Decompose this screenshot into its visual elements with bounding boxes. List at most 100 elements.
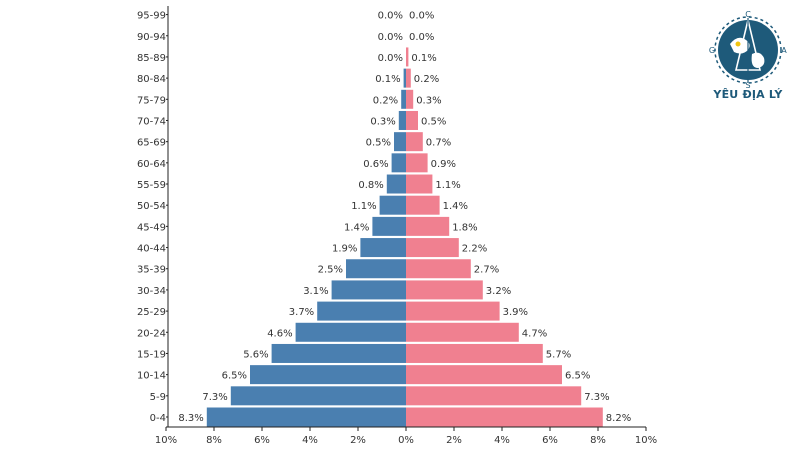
age-label-45-49: 45-49 (137, 222, 166, 233)
value-label-male-45-49: 1.4% (344, 222, 369, 233)
value-label-female-45-49: 1.8% (452, 222, 477, 233)
age-label-75-79: 75-79 (137, 95, 166, 106)
brand-name: YÊU ĐỊA LÝ (713, 88, 783, 101)
value-label-female-80-84: 0.2% (414, 74, 439, 85)
svg-text:C: C (745, 10, 751, 19)
value-label-female-0-4: 8.2% (606, 413, 631, 424)
age-label-65-69: 65-69 (137, 138, 166, 149)
value-label-female-70-74: 0.5% (421, 116, 446, 127)
value-label-male-30-34: 3.1% (303, 286, 328, 297)
x-tick-label: 6% (254, 435, 270, 446)
value-label-female-25-29: 3.9% (503, 307, 528, 318)
value-label-male-60-64: 0.6% (363, 159, 388, 170)
age-label-60-64: 60-64 (137, 159, 166, 170)
value-label-female-85-89: 0.1% (411, 53, 436, 64)
bar-male-70-74 (398, 110, 406, 130)
bar-male-50-54 (379, 195, 406, 215)
bar-male-45-49 (372, 216, 406, 236)
age-label-35-39: 35-39 (137, 265, 166, 276)
x-tick-label: 2% (446, 435, 462, 446)
x-tick-label: 8% (206, 435, 222, 446)
bar-female-45-49 (406, 216, 450, 236)
value-label-female-10-14: 6.5% (565, 371, 590, 382)
bar-female-40-44 (406, 238, 459, 258)
value-label-female-60-64: 0.9% (431, 159, 456, 170)
value-label-male-50-54: 1.1% (351, 201, 376, 212)
bar-female-25-29 (406, 301, 500, 321)
bar-female-85-89 (406, 47, 409, 67)
age-label-10-14: 10-14 (137, 371, 166, 382)
x-tick-label: 6% (542, 435, 558, 446)
bar-female-15-19 (406, 343, 543, 363)
x-tick-label: 10% (635, 435, 657, 446)
bar-female-5-9 (406, 386, 582, 406)
value-label-male-10-14: 6.5% (222, 371, 247, 382)
x-tick-label: 8% (590, 435, 606, 446)
brand-logo: C G A S YÊU ĐỊA LÝ (702, 8, 794, 120)
value-label-male-40-44: 1.9% (332, 244, 357, 255)
bar-female-0-4 (406, 407, 603, 427)
age-label-25-29: 25-29 (137, 307, 166, 318)
bar-female-65-69 (406, 132, 423, 152)
svg-text:G: G (709, 46, 715, 55)
bar-male-60-64 (391, 153, 406, 173)
value-label-male-75-79: 0.2% (373, 95, 398, 106)
globe-compass-icon: C G A S (709, 10, 787, 90)
age-label-15-19: 15-19 (137, 349, 166, 360)
value-label-female-95-99: 0.0% (409, 11, 434, 22)
age-label-70-74: 70-74 (137, 116, 166, 127)
bar-male-65-69 (394, 132, 406, 152)
labels-group: 0-4 8.3% 8.2% 5-9 7.3% 7.3% 10-14 6.5% 6.5% 15-19… (137, 11, 631, 424)
bar-male-80-84 (403, 68, 406, 88)
x-tick-label: 2% (350, 435, 366, 446)
bar-male-75-79 (401, 89, 406, 109)
value-label-female-35-39: 2.7% (474, 265, 499, 276)
bar-male-30-34 (331, 280, 406, 300)
age-label-95-99: 95-99 (137, 11, 166, 22)
age-label-50-54: 50-54 (137, 201, 166, 212)
x-tick-label: 4% (494, 435, 510, 446)
bars-group (206, 47, 603, 427)
age-label-80-84: 80-84 (137, 74, 166, 85)
bar-female-20-24 (406, 322, 519, 342)
value-label-male-5-9: 7.3% (202, 392, 227, 403)
value-label-female-15-19: 5.7% (546, 349, 571, 360)
x-axis: 10% 8% 6% 4% 2% 0% 2% 4% 6% 8% 10% (155, 6, 657, 446)
bar-male-5-9 (230, 386, 406, 406)
value-label-male-15-19: 5.6% (243, 349, 268, 360)
age-label-40-44: 40-44 (137, 244, 166, 255)
bar-male-20-24 (295, 322, 406, 342)
value-label-female-40-44: 2.2% (462, 244, 487, 255)
bar-male-35-39 (346, 259, 406, 279)
bar-male-15-19 (271, 343, 406, 363)
value-label-male-20-24: 4.6% (267, 328, 292, 339)
value-label-male-95-99: 0.0% (378, 11, 403, 22)
age-label-90-94: 90-94 (137, 32, 166, 43)
value-label-male-70-74: 0.3% (370, 116, 395, 127)
value-label-male-65-69: 0.5% (366, 138, 391, 149)
bar-female-30-34 (406, 280, 483, 300)
bar-female-80-84 (406, 68, 411, 88)
bar-female-60-64 (406, 153, 428, 173)
value-label-male-25-29: 3.7% (289, 307, 314, 318)
value-label-female-30-34: 3.2% (486, 286, 511, 297)
age-label-5-9: 5-9 (150, 392, 166, 403)
value-label-female-20-24: 4.7% (522, 328, 547, 339)
svg-text:S: S (745, 81, 750, 88)
bar-male-25-29 (317, 301, 406, 321)
value-label-female-65-69: 0.7% (426, 138, 451, 149)
value-label-male-85-89: 0.0% (378, 53, 403, 64)
value-label-male-35-39: 2.5% (318, 265, 343, 276)
bar-male-0-4 (206, 407, 406, 427)
age-label-85-89: 85-89 (137, 53, 166, 64)
value-label-female-55-59: 1.1% (435, 180, 460, 191)
bar-female-50-54 (406, 195, 440, 215)
bar-female-70-74 (406, 110, 418, 130)
value-label-male-55-59: 0.8% (358, 180, 383, 191)
age-label-30-34: 30-34 (137, 286, 166, 297)
value-label-male-90-94: 0.0% (378, 32, 403, 43)
bar-female-10-14 (406, 365, 562, 385)
value-label-female-75-79: 0.3% (416, 95, 441, 106)
x-tick-label: 0% (398, 435, 414, 446)
